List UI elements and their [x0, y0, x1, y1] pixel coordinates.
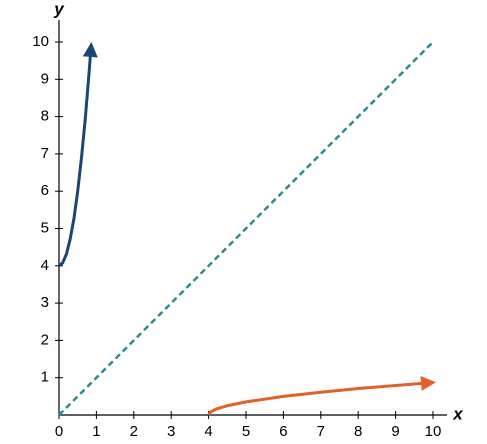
x-tick-label: 10 [425, 423, 442, 440]
y-tick-label: 4 [41, 257, 49, 274]
x-tick-label: 4 [204, 423, 212, 440]
x-tick-label: 3 [167, 423, 175, 440]
y-tick-label: 8 [41, 108, 49, 125]
x-tick-label: 8 [354, 423, 362, 440]
x-tick-label: 5 [242, 423, 250, 440]
curve [58, 42, 98, 267]
x-tick-label: 6 [279, 423, 287, 440]
y-axis-title: y [53, 0, 65, 18]
curve [207, 375, 436, 416]
x-tick-label: 1 [92, 423, 100, 440]
y-tick-label: 7 [41, 145, 49, 162]
x-tick-label: 2 [130, 423, 138, 440]
y-tick-label: 6 [41, 182, 49, 199]
curve [58, 41, 434, 416]
y-tick-label: 1 [41, 369, 49, 386]
x-axis-title: x [452, 404, 464, 423]
y-tick-label: 5 [41, 219, 49, 236]
y-tick-label: 10 [32, 33, 49, 50]
x-tick-label: 7 [317, 423, 325, 440]
y-tick-label: 3 [41, 294, 49, 311]
x-tick-label: 9 [391, 423, 399, 440]
x-tick-label: 0 [55, 423, 63, 440]
y-tick-label: 9 [41, 70, 49, 87]
y-tick-label: 2 [41, 331, 49, 348]
